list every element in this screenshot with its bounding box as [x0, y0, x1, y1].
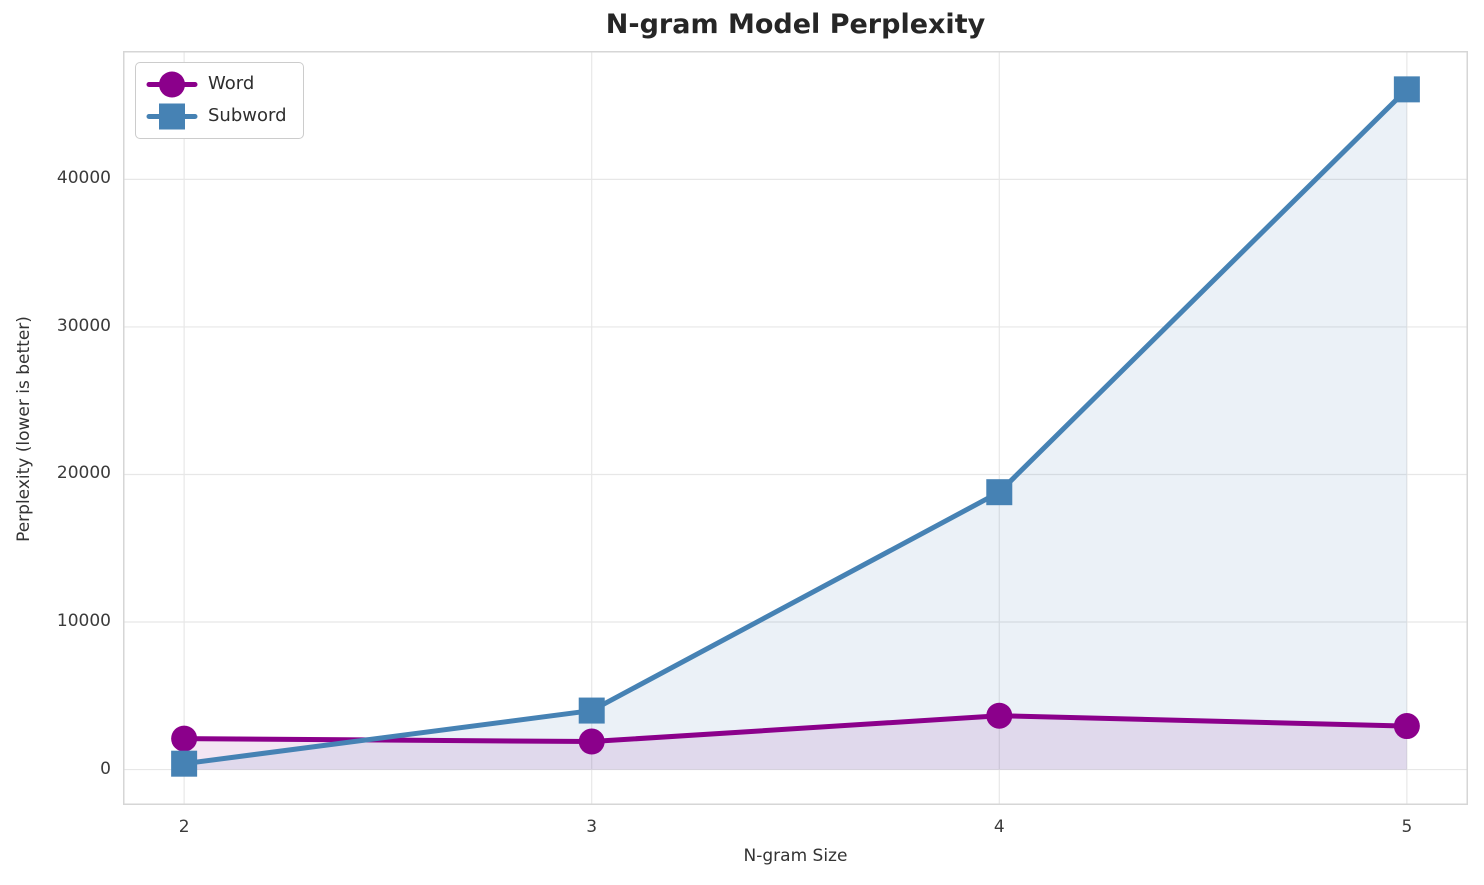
subword-point-marker: [986, 479, 1013, 506]
subword-area-fill: [184, 89, 1407, 770]
legend: Word Subword: [135, 62, 304, 139]
y-tick-label: 30000: [56, 315, 111, 336]
x-tick-label: 4: [993, 817, 1005, 837]
plot-canvas: [123, 51, 1468, 805]
word-line: [181, 713, 1410, 745]
word-point-marker: [578, 728, 605, 755]
x-axis-label: N-gram Size: [743, 846, 848, 866]
subword-point-marker: [171, 750, 198, 777]
x-tick-label: 2: [178, 817, 190, 837]
legend-label: Subword: [208, 105, 287, 127]
subword-point-marker: [1393, 76, 1420, 103]
plot-area: Word Subword: [123, 51, 1468, 805]
y-tick-label: 0: [100, 758, 111, 779]
subword-line: [181, 86, 1410, 767]
word-area-fill: [184, 715, 1407, 770]
x-tick-label: 3: [586, 817, 598, 837]
y-tick-label: 10000: [56, 611, 111, 632]
legend-square-marker-icon: [146, 103, 198, 130]
subword-point-marker: [578, 697, 605, 724]
plot-border: [123, 51, 1468, 805]
word-point-marker: [1393, 713, 1420, 740]
legend-entry-subword: Subword: [146, 102, 287, 131]
legend-entry-word: Word: [146, 70, 287, 99]
y-tick-label: 20000: [56, 463, 111, 484]
legend-label: Word: [208, 73, 255, 95]
legend-circle-marker-icon: [146, 71, 198, 98]
word-point-marker: [986, 702, 1013, 729]
chart-title: N-gram Model Perplexity: [605, 9, 986, 40]
word-point-marker: [171, 725, 198, 752]
x-tick-label: 5: [1401, 817, 1413, 837]
y-axis-label: Perplexity (lower is better): [14, 316, 34, 542]
y-tick-label: 40000: [56, 168, 111, 189]
